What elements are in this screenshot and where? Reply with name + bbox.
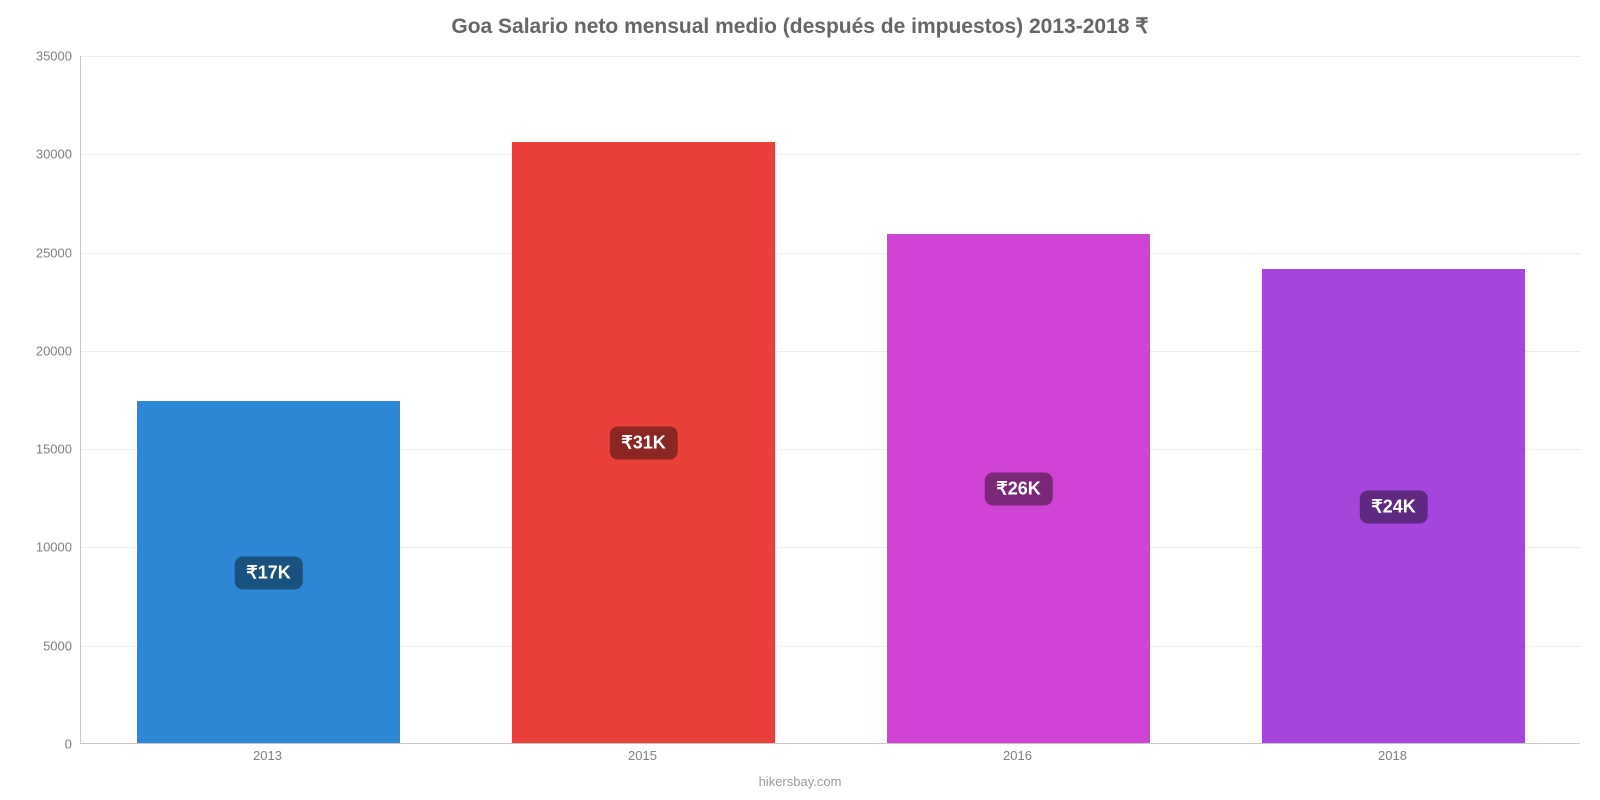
chart-title: Goa Salario neto mensual medio (después … — [0, 14, 1600, 39]
chart-footer: hikersbay.com — [0, 774, 1600, 789]
x-tick-label: 2013 — [253, 748, 282, 763]
grid-line — [81, 154, 1580, 155]
y-tick-label: 15000 — [12, 442, 72, 457]
y-tick-label: 5000 — [12, 638, 72, 653]
x-tick-label: 2018 — [1378, 748, 1407, 763]
bar-value-label: ₹17K — [234, 556, 302, 589]
plot-area: ₹17K ₹31K ₹26K ₹24K — [80, 56, 1580, 744]
salary-bar-chart: Goa Salario neto mensual medio (después … — [0, 0, 1600, 800]
x-tick-label: 2015 — [628, 748, 657, 763]
x-tick-label: 2016 — [1003, 748, 1032, 763]
grid-line — [81, 253, 1580, 254]
bar-value-label: ₹24K — [1359, 491, 1427, 524]
y-tick-label: 25000 — [12, 245, 72, 260]
y-tick-label: 35000 — [12, 49, 72, 64]
y-tick-label: 30000 — [12, 147, 72, 162]
y-tick-label: 20000 — [12, 343, 72, 358]
bar-value-label: ₹31K — [609, 427, 677, 460]
bar-value-label: ₹26K — [984, 473, 1052, 506]
y-tick-label: 10000 — [12, 540, 72, 555]
y-tick-label: 0 — [12, 737, 72, 752]
grid-line — [81, 56, 1580, 57]
